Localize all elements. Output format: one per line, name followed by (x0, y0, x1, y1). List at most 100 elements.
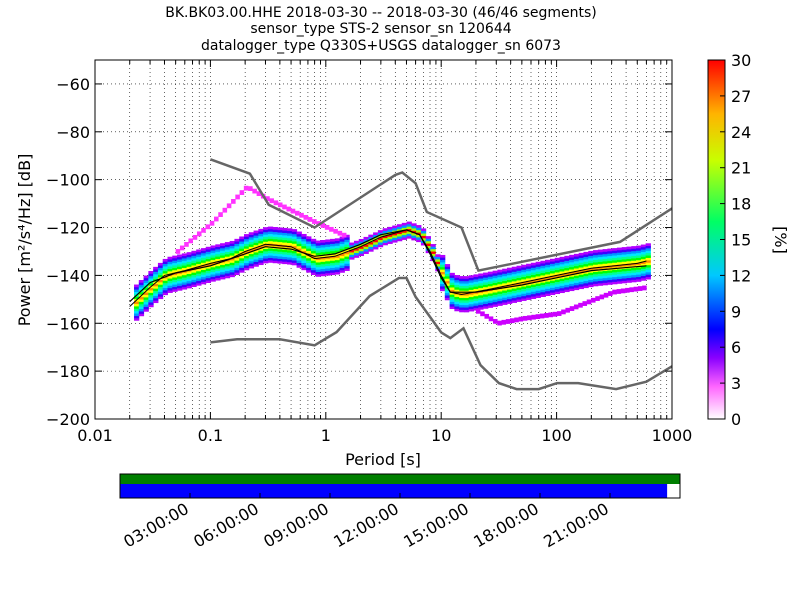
psd-cell (186, 261, 192, 265)
psd-cell (530, 286, 537, 290)
psd-cell (200, 274, 207, 278)
psd-cell (301, 245, 307, 249)
psd-cell (200, 267, 207, 270)
psd-cell (210, 247, 216, 251)
psd-cell (296, 262, 302, 266)
psd-cell (310, 253, 317, 256)
psd-cell (177, 264, 183, 267)
psd-cell (172, 286, 178, 290)
psd-cell (267, 252, 274, 256)
psd-cell (435, 254, 441, 257)
psd-cell (583, 263, 589, 267)
psd-cell (593, 278, 599, 282)
psd-cell (248, 237, 255, 240)
psd-cell (588, 255, 594, 259)
psd-cell (196, 263, 202, 267)
psd-cell (334, 264, 341, 268)
psd-cell (440, 257, 446, 261)
psd-cell (454, 294, 460, 297)
psd-cell (358, 250, 365, 254)
psd-cell (186, 264, 192, 267)
psd-cell (521, 288, 527, 292)
psd-cell (559, 259, 565, 262)
psd-cell (306, 245, 312, 249)
psd-cell (325, 268, 331, 271)
psd-cell (143, 301, 149, 305)
psd-cell (315, 259, 321, 263)
psd-cell (368, 246, 374, 250)
psd-cell (444, 271, 451, 274)
psd-cell (162, 292, 168, 296)
psd-cell (425, 236, 431, 239)
psd-cell (234, 260, 240, 264)
psd-cell (296, 265, 302, 268)
psd-cell (191, 269, 197, 273)
psd-cell (239, 262, 245, 266)
psd-cell (607, 253, 613, 257)
colorbar-tick-label: 9 (731, 302, 741, 321)
psd-cell (569, 259, 575, 263)
psd-cell (138, 313, 145, 317)
psd-cell (186, 280, 192, 284)
psd-cell (564, 286, 570, 290)
psd-cell (588, 262, 594, 266)
psd-cell (296, 233, 302, 237)
psd-cell (315, 242, 321, 246)
psd-cell (134, 291, 140, 295)
psd-cell (459, 278, 465, 282)
psd-cell (325, 241, 331, 245)
psd-cell (181, 260, 188, 264)
psd-cell (196, 254, 202, 257)
psd-cell (167, 287, 173, 291)
psd-cell (243, 243, 250, 247)
psd-cell (210, 271, 216, 275)
psd-cell (640, 254, 647, 257)
psd-cell (583, 254, 589, 257)
psd-cell (325, 260, 331, 264)
psd-cell (396, 231, 403, 235)
psd-cell (210, 259, 216, 263)
colorbar-tick-label: 15 (731, 231, 751, 250)
psd-cell (353, 240, 360, 244)
psd-cell (330, 243, 336, 247)
psd-cell (181, 279, 188, 283)
psd-cell (550, 285, 556, 288)
psd-cell (167, 283, 173, 286)
psd-cell (220, 271, 226, 275)
psd-cell (368, 237, 374, 240)
psd-cell (153, 290, 159, 294)
psd-cell (631, 274, 637, 278)
psd-cell (540, 282, 546, 286)
psd-cell (435, 256, 441, 260)
psd-cell (339, 241, 345, 245)
psd-cell (463, 300, 470, 303)
psd-cell (153, 274, 159, 277)
psd-cell (478, 297, 484, 301)
psd-cell (277, 253, 283, 257)
psd-cell (468, 308, 474, 312)
psd-cell (172, 289, 178, 292)
y-tick-label: −120 (46, 219, 90, 238)
psd-cell (373, 232, 379, 236)
psd-cell (473, 305, 479, 309)
psd-outlier-cell (637, 286, 643, 291)
psd-cell (492, 292, 498, 295)
psd-cell (392, 227, 398, 231)
psd-cell (224, 242, 231, 245)
psd-cell (291, 260, 298, 263)
psd-cell (597, 280, 604, 284)
psd-outlier-cell (294, 210, 300, 216)
psd-cell (191, 272, 197, 276)
data-coverage-panel: 03:00:0006:00:0009:00:0012:00:0015:00:00… (119, 473, 681, 551)
psd-cell (526, 287, 532, 291)
psd-cell (253, 264, 259, 267)
psd-cell (588, 267, 594, 271)
psd-cell (387, 241, 393, 244)
psd-cell (220, 257, 226, 261)
psd-cell (272, 250, 278, 254)
psd-cell (263, 231, 269, 235)
psd-outlier-cell (544, 313, 549, 318)
psd-cell (200, 255, 207, 259)
psd-cell (487, 293, 494, 296)
